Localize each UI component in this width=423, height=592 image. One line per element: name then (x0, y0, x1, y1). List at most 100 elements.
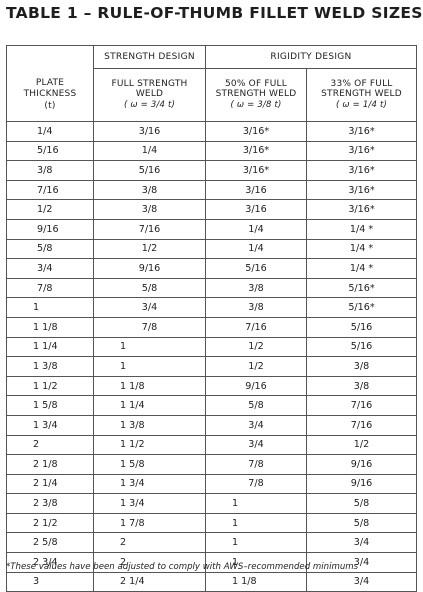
table-row: 1/2 3/8 3/16 3/16* (6, 199, 418, 220)
full-strength-cell: 2 (93, 532, 206, 554)
table-row: 1 5/8 1 1/4 5/8 7/16 (6, 395, 418, 416)
thirtythree-percent-cell: 1/4 * (305, 218, 418, 240)
header-column-row: PLATE THICKNESS (t) FULL STRENGTH WELD (… (6, 68, 418, 122)
thirtythree-percent-cell: 5/16* (305, 277, 418, 299)
fifty-percent-cell: 1 (205, 532, 307, 554)
full-strength-cell: 1 (93, 336, 206, 358)
full-strength-cell: 5/16 (93, 160, 206, 181)
plate-thickness-line-3: (t) (44, 100, 56, 111)
plate-thickness-cell: 3/8 (6, 160, 94, 181)
plate-thickness-cell: 3 (6, 571, 94, 592)
thirtythree-percent-cell: 5/8 (305, 512, 418, 534)
thirtythree-percent-cell: 5/16 (305, 316, 418, 338)
thirtythree-percent-cell: 1/2 (305, 434, 418, 456)
full-strength-cell: 1 (93, 356, 206, 377)
fifty-percent-cell: 3/4 (205, 414, 307, 436)
plate-thickness-cell: 2 (6, 434, 94, 456)
table-row: 1 3/8 1 1/2 3/8 (6, 356, 418, 377)
table-row: 3/8 5/16 3/16* 3/16* (6, 160, 418, 181)
plate-thickness-header: PLATE THICKNESS (t) (6, 68, 94, 122)
plate-thickness-cell: 5/16 (6, 140, 94, 162)
thirtythree-percent-header: 33% OF FULL STRENGTH WELD ( ω = 1/4 t) (305, 68, 418, 122)
table-row: 5/16 1/4 3/16* 3/16* (6, 140, 418, 162)
full-strength-cell: 1 3/4 (93, 473, 206, 495)
plate-thickness-cell: 7/16 (6, 179, 94, 201)
fifty-percent-cell: 3/16* (205, 121, 307, 142)
thirtythree-percent-cell: 1/4 * (305, 258, 418, 279)
fillet-weld-table: STRENGTH DESIGN RIGIDITY DESIGN PLATE TH… (6, 45, 418, 592)
fifty-percent-cell: 3/16* (205, 140, 307, 162)
full-strength-cell: 1 3/8 (93, 414, 206, 436)
thirtythree-percent-cell: 3/16* (305, 160, 418, 181)
table-row: 1 1/4 1 1/2 5/16 (6, 336, 418, 358)
fifty-percent-header: 50% OF FULL STRENGTH WELD ( ω = 3/8 t) (205, 68, 307, 122)
full-strength-cell: 3/8 (93, 199, 206, 220)
plate-thickness-cell: 1 1/2 (6, 375, 94, 397)
full-strength-line-1: FULL STRENGTH (111, 78, 188, 89)
header-blank-cell (6, 45, 94, 69)
plate-thickness-cell: 2 5/8 (6, 532, 94, 554)
full-strength-cell: 7/16 (93, 218, 206, 240)
full-strength-line-2: WELD (135, 89, 164, 100)
full-strength-cell: 1 5/8 (93, 454, 206, 475)
table-row: 2 3/4 2 1 3/4 (6, 552, 418, 573)
plate-thickness-cell: 1 (6, 297, 94, 318)
full-strength-cell: 9/16 (93, 258, 206, 279)
table-row: 1 1/2 1 1/8 9/16 3/8 (6, 375, 418, 397)
full-strength-formula: ( ω = 3/4 t) (123, 100, 176, 111)
full-strength-cell: 7/8 (93, 316, 206, 338)
fifty-percent-line-2: STRENGTH WELD (215, 89, 297, 100)
header-group-row: STRENGTH DESIGN RIGIDITY DESIGN (6, 45, 418, 69)
plate-thickness-cell: 9/16 (6, 218, 94, 240)
full-strength-cell: 1/4 (93, 140, 206, 162)
plate-thickness-cell: 1 1/4 (6, 336, 94, 358)
full-strength-cell: 2 1/4 (93, 571, 206, 592)
fifty-percent-cell: 1 (205, 512, 307, 534)
table-row: 7/8 5/8 3/8 5/16* (6, 277, 418, 299)
plate-thickness-line-2: THICKNESS (23, 88, 77, 99)
thirtythree-percent-cell: 3/16* (305, 199, 418, 220)
full-strength-cell: 3/16 (93, 121, 206, 142)
plate-thickness-cell: 3/4 (6, 258, 94, 279)
full-strength-cell: 1 3/4 (93, 493, 206, 514)
thirtythree-percent-cell: 3/16* (305, 121, 418, 142)
plate-thickness-cell: 2 1/2 (6, 512, 94, 534)
plate-thickness-cell: 1 3/8 (6, 356, 94, 377)
full-strength-cell: 3/4 (93, 297, 206, 318)
table-row: 1 1/8 7/8 7/16 5/16 (6, 316, 418, 338)
plate-thickness-cell: 2 3/8 (6, 493, 94, 514)
plate-thickness-cell: 1 3/4 (6, 414, 94, 436)
thirtythree-percent-cell: 3/16* (305, 140, 418, 162)
fifty-percent-cell: 9/16 (205, 375, 307, 397)
full-strength-cell: 1 7/8 (93, 512, 206, 534)
thirtythree-percent-cell: 9/16 (305, 473, 418, 495)
plate-thickness-cell: 5/8 (6, 238, 94, 260)
fifty-percent-cell: 1 1/8 (205, 571, 307, 592)
full-strength-cell: 1 1/8 (93, 375, 206, 397)
thirtythree-percent-cell: 3/8 (305, 375, 418, 397)
footnote: *These values have been adjusted to comp… (6, 562, 359, 572)
fifty-percent-cell: 1/4 (205, 218, 307, 240)
thirtythree-percent-cell: 9/16 (305, 454, 418, 475)
fifty-percent-cell: 3/4 (205, 434, 307, 456)
table-row: 1 3/4 1 3/8 3/4 7/16 (6, 414, 418, 436)
fifty-percent-cell: 3/16* (205, 160, 307, 181)
table-row: 2 1/8 1 5/8 7/8 9/16 (6, 454, 418, 475)
plate-thickness-cell: 1/2 (6, 199, 94, 220)
table-row: 2 1/4 1 3/4 7/8 9/16 (6, 473, 418, 495)
strength-design-header: STRENGTH DESIGN (93, 45, 206, 69)
fifty-percent-cell: 7/8 (205, 454, 307, 475)
fifty-percent-line-1: 50% OF FULL (225, 78, 287, 89)
fifty-percent-cell: 5/8 (205, 395, 307, 416)
fifty-percent-cell: 5/16 (205, 258, 307, 279)
full-strength-cell: 5/8 (93, 277, 206, 299)
table-row: 2 1/2 1 7/8 1 5/8 (6, 512, 418, 534)
plate-thickness-cell: 2 1/4 (6, 473, 94, 495)
rigidity-design-header: RIGIDITY DESIGN (204, 45, 418, 69)
full-strength-cell: 1 1/2 (93, 434, 206, 456)
fifty-percent-cell: 3/8 (205, 277, 307, 299)
table-row: 5/8 1/2 1/4 1/4 * (6, 238, 418, 260)
plate-thickness-cell: 7/8 (6, 277, 94, 299)
fifty-percent-cell: 3/16 (205, 179, 307, 201)
